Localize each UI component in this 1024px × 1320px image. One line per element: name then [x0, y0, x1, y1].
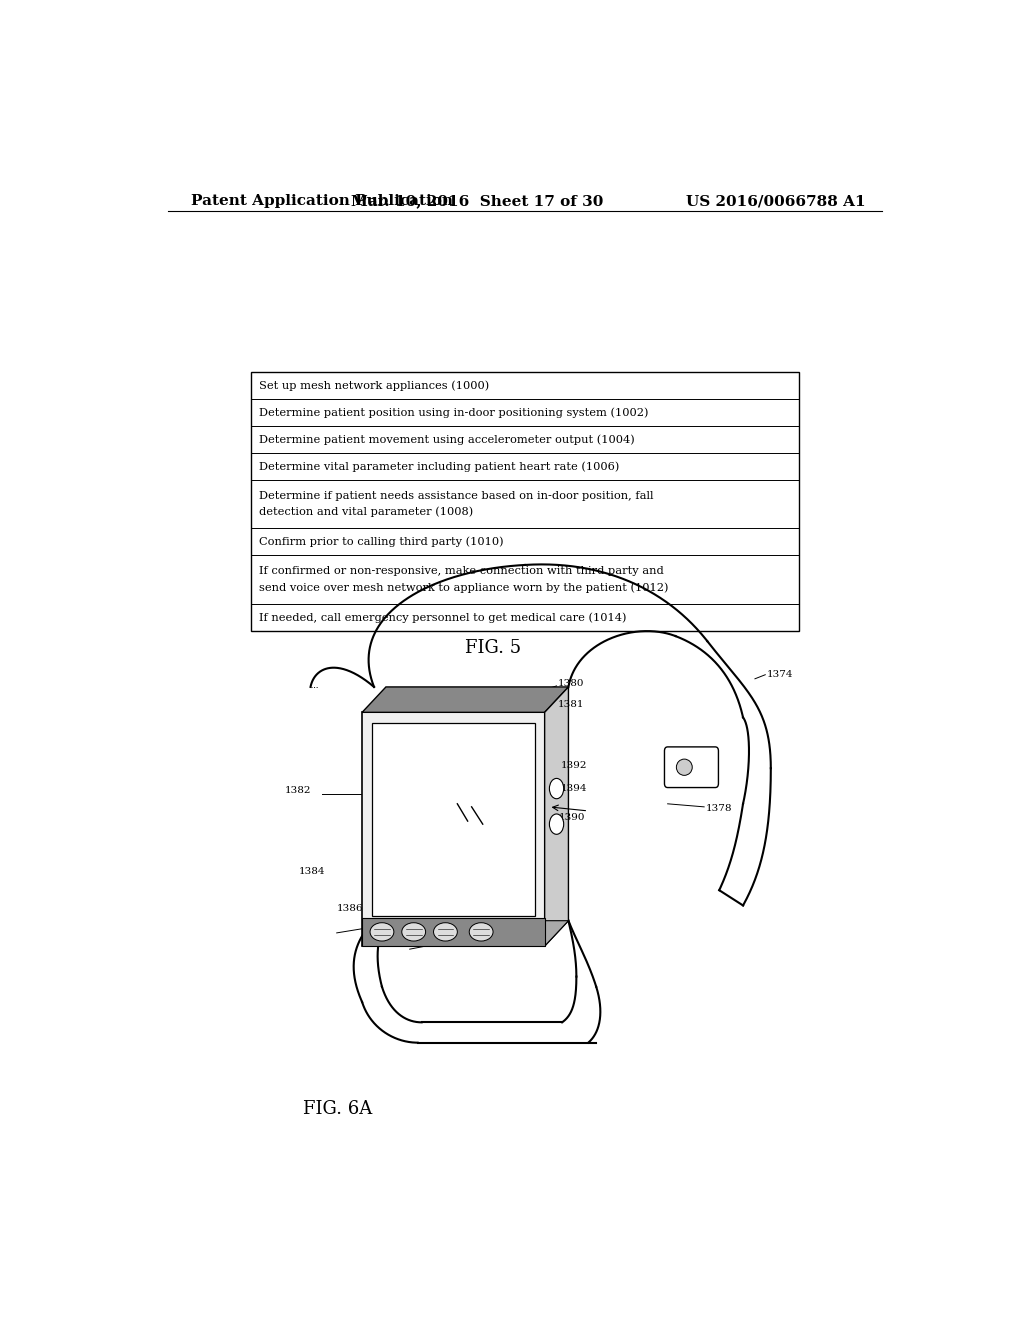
- Polygon shape: [545, 686, 568, 946]
- Text: Determine patient movement using accelerometer output (1004): Determine patient movement using acceler…: [259, 434, 635, 445]
- Ellipse shape: [401, 923, 426, 941]
- Text: Set up mesh network appliances (1000): Set up mesh network appliances (1000): [259, 380, 489, 391]
- Ellipse shape: [550, 779, 563, 799]
- Text: 1388: 1388: [374, 927, 400, 936]
- Text: 1378: 1378: [706, 804, 732, 813]
- Text: Determine patient position using in-door positioning system (1002): Determine patient position using in-door…: [259, 407, 648, 417]
- Text: 1392: 1392: [560, 760, 587, 770]
- Text: Determine vital parameter including patient heart rate (1006): Determine vital parameter including pati…: [259, 461, 620, 471]
- Bar: [372, 722, 536, 916]
- Bar: [362, 917, 545, 946]
- Text: 1394: 1394: [560, 784, 587, 793]
- Text: Mar. 10, 2016  Sheet 17 of 30: Mar. 10, 2016 Sheet 17 of 30: [351, 194, 603, 209]
- Text: FIG. 5: FIG. 5: [465, 639, 521, 657]
- Text: Patent Application Publication: Patent Application Publication: [191, 194, 454, 209]
- Text: If needed, call emergency personnel to get medical care (1014): If needed, call emergency personnel to g…: [259, 612, 627, 623]
- Ellipse shape: [370, 923, 394, 941]
- FancyBboxPatch shape: [665, 747, 719, 788]
- Polygon shape: [362, 921, 568, 946]
- Text: 1386: 1386: [337, 904, 364, 913]
- Text: 1380: 1380: [558, 680, 585, 688]
- Text: 1382: 1382: [285, 787, 311, 795]
- Text: 1384: 1384: [299, 867, 326, 876]
- Text: 1381: 1381: [558, 700, 585, 709]
- Text: Confirm prior to calling third party (1010): Confirm prior to calling third party (10…: [259, 537, 504, 548]
- Text: US 2016/0066788 A1: US 2016/0066788 A1: [686, 194, 866, 209]
- Text: Determine if patient needs assistance based on in-door position, fall
detection : Determine if patient needs assistance ba…: [259, 491, 653, 517]
- Ellipse shape: [469, 923, 494, 941]
- Polygon shape: [362, 686, 568, 713]
- Ellipse shape: [550, 814, 563, 834]
- Text: 1374: 1374: [767, 671, 794, 680]
- Bar: [251, 372, 799, 631]
- Text: 1383: 1383: [689, 763, 715, 772]
- Ellipse shape: [677, 759, 692, 775]
- Bar: [362, 713, 545, 946]
- Ellipse shape: [433, 923, 458, 941]
- Text: FIG. 6A: FIG. 6A: [303, 1100, 372, 1118]
- Text: If confirmed or non-responsive, make connection with third party and
send voice : If confirmed or non-responsive, make con…: [259, 566, 669, 593]
- Text: 1390: 1390: [559, 813, 586, 821]
